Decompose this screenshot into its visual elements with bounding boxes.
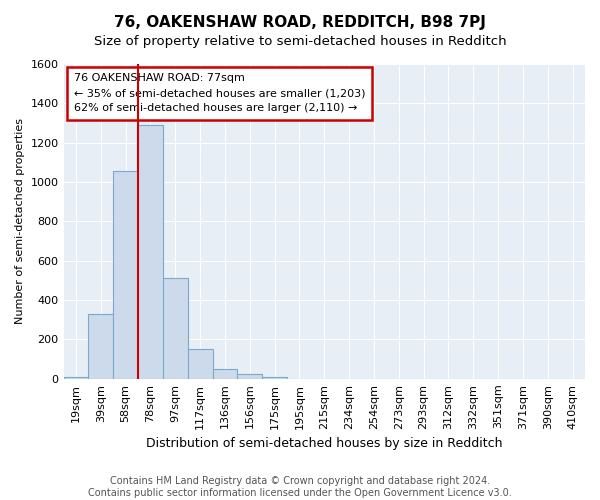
Bar	[138, 125, 163, 379]
Y-axis label: Number of semi-detached properties: Number of semi-detached properties	[15, 118, 25, 324]
Bar	[212, 369, 238, 379]
Text: 76, OAKENSHAW ROAD, REDDITCH, B98 7PJ: 76, OAKENSHAW ROAD, REDDITCH, B98 7PJ	[114, 15, 486, 30]
Bar	[88, 314, 113, 379]
Text: Size of property relative to semi-detached houses in Redditch: Size of property relative to semi-detach…	[94, 35, 506, 48]
Bar	[113, 171, 138, 379]
Bar	[262, 377, 287, 379]
Bar	[238, 374, 262, 379]
Bar	[163, 278, 188, 379]
X-axis label: Distribution of semi-detached houses by size in Redditch: Distribution of semi-detached houses by …	[146, 437, 503, 450]
Text: 76 OAKENSHAW ROAD: 77sqm
← 35% of semi-detached houses are smaller (1,203)
62% o: 76 OAKENSHAW ROAD: 77sqm ← 35% of semi-d…	[74, 74, 365, 113]
Bar	[64, 377, 88, 379]
Bar	[188, 350, 212, 379]
Text: Contains HM Land Registry data © Crown copyright and database right 2024.
Contai: Contains HM Land Registry data © Crown c…	[88, 476, 512, 498]
